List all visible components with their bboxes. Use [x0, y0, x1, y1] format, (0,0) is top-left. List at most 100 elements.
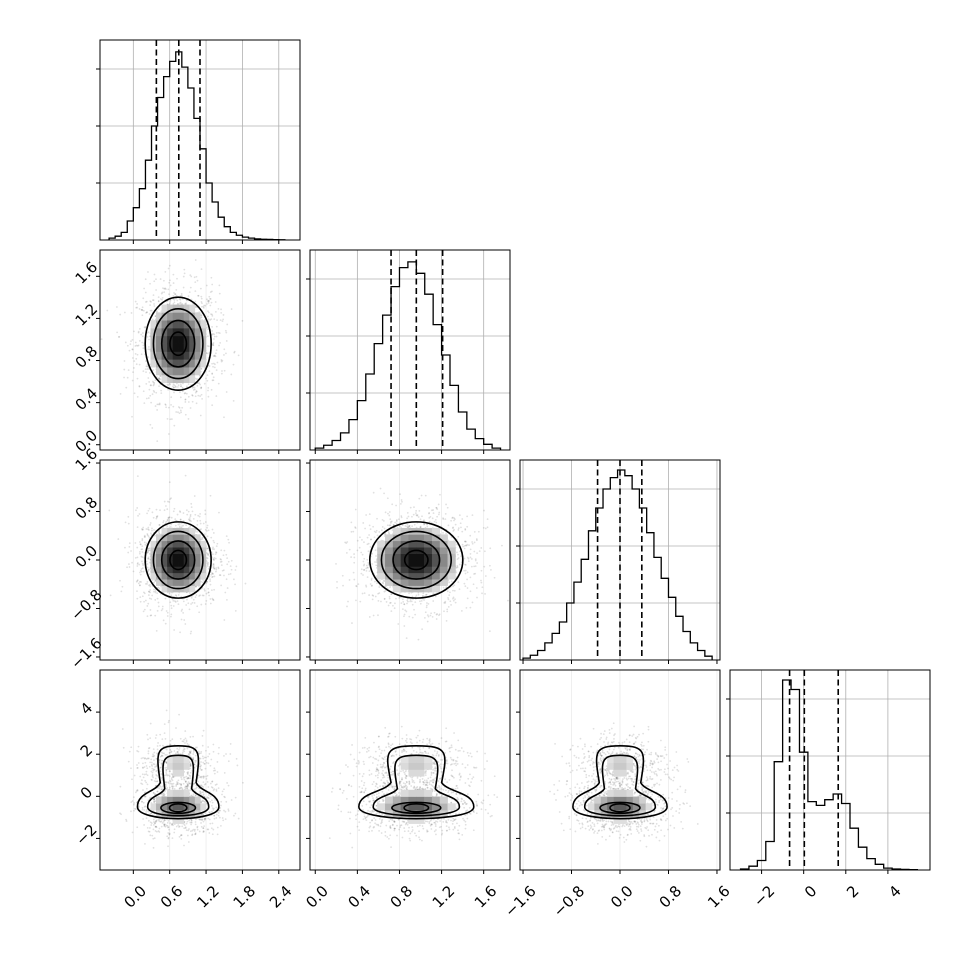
sample-point — [131, 348, 134, 351]
sample-point — [180, 411, 183, 414]
sample-point — [363, 541, 365, 544]
sample-point — [216, 361, 219, 364]
sample-point — [207, 563, 209, 566]
sample-point — [162, 619, 165, 622]
sample-point — [480, 547, 483, 549]
sample-point — [408, 615, 411, 618]
sample-point — [151, 380, 154, 383]
sample-point — [461, 518, 464, 520]
sample-point — [151, 529, 153, 532]
sample-point — [143, 541, 146, 544]
sample-point — [140, 555, 143, 558]
sample-point — [209, 298, 211, 300]
sample-point — [382, 520, 385, 522]
sample-point — [145, 382, 148, 385]
sample-point — [180, 618, 183, 621]
sample-point — [406, 523, 409, 526]
sample-point — [136, 590, 138, 592]
density-cell — [194, 320, 201, 329]
sample-point — [179, 518, 182, 521]
sample-point — [196, 530, 198, 533]
histogram-panel-p1 — [306, 249, 511, 454]
sample-point — [345, 552, 348, 554]
sample-point — [138, 551, 141, 553]
sample-point — [206, 352, 209, 355]
sample-point — [136, 579, 139, 582]
sample-point — [144, 301, 147, 303]
sample-point — [180, 292, 183, 295]
sample-point — [428, 516, 431, 519]
sample-point — [131, 379, 134, 382]
sample-point — [169, 383, 172, 386]
sample-point — [184, 398, 187, 401]
sample-point — [199, 414, 202, 417]
sample-point — [358, 546, 361, 549]
density-cell — [161, 359, 168, 368]
sample-point — [149, 394, 152, 397]
density-cell — [424, 547, 433, 554]
sample-point — [453, 517, 455, 519]
sample-point — [143, 600, 145, 603]
sample-point — [449, 591, 451, 594]
sample-point — [394, 521, 397, 524]
sample-point — [394, 602, 396, 605]
sample-point — [489, 547, 492, 550]
sample-point — [414, 601, 417, 604]
sample-point — [207, 328, 209, 331]
sample-point — [147, 331, 150, 334]
sample-point — [229, 572, 232, 575]
sample-point — [411, 603, 414, 606]
density-cell — [183, 534, 190, 542]
sample-point — [146, 605, 149, 607]
sample-point — [192, 517, 195, 520]
sample-point — [380, 529, 383, 532]
sample-point — [200, 295, 203, 298]
sample-point — [200, 368, 203, 370]
sample-point — [137, 344, 140, 347]
density-cell — [150, 320, 157, 329]
density-cell — [385, 540, 394, 548]
sample-point — [146, 581, 149, 583]
sample-point — [145, 397, 148, 400]
sample-point — [142, 528, 144, 531]
sample-point — [153, 581, 155, 584]
sample-point — [366, 558, 369, 561]
density-cell — [150, 328, 157, 337]
sample-point — [454, 523, 457, 526]
sample-point — [187, 510, 190, 513]
density-cell — [189, 572, 196, 580]
sample-point — [151, 299, 154, 302]
sample-point — [184, 787, 187, 790]
sample-point — [136, 579, 139, 582]
density-cell — [385, 560, 394, 567]
sample-point — [456, 543, 459, 546]
density-cell — [194, 328, 201, 337]
sample-point — [453, 589, 456, 592]
density-cell — [194, 343, 201, 352]
sample-point — [483, 509, 485, 512]
sample-point — [450, 580, 453, 583]
sample-point — [377, 592, 379, 595]
sample-point — [464, 528, 467, 531]
sample-point — [173, 386, 175, 389]
sample-point — [466, 571, 469, 574]
sample-point — [211, 290, 213, 293]
sample-point — [356, 539, 359, 542]
density-cell — [439, 566, 448, 574]
sample-point — [188, 291, 191, 294]
sample-point — [167, 517, 170, 520]
sample-point — [444, 602, 447, 604]
sample-point — [141, 528, 143, 530]
sample-point — [194, 281, 197, 284]
contour-level — [144, 521, 212, 599]
sample-point — [471, 514, 474, 516]
sample-point — [204, 509, 207, 512]
sample-point — [212, 355, 215, 357]
density-cell — [172, 540, 179, 548]
sample-point — [208, 594, 210, 597]
sample-point — [381, 581, 384, 584]
sample-point — [190, 506, 193, 509]
sample-point — [434, 518, 437, 521]
sample-point — [480, 581, 483, 584]
sample-point — [223, 416, 225, 419]
